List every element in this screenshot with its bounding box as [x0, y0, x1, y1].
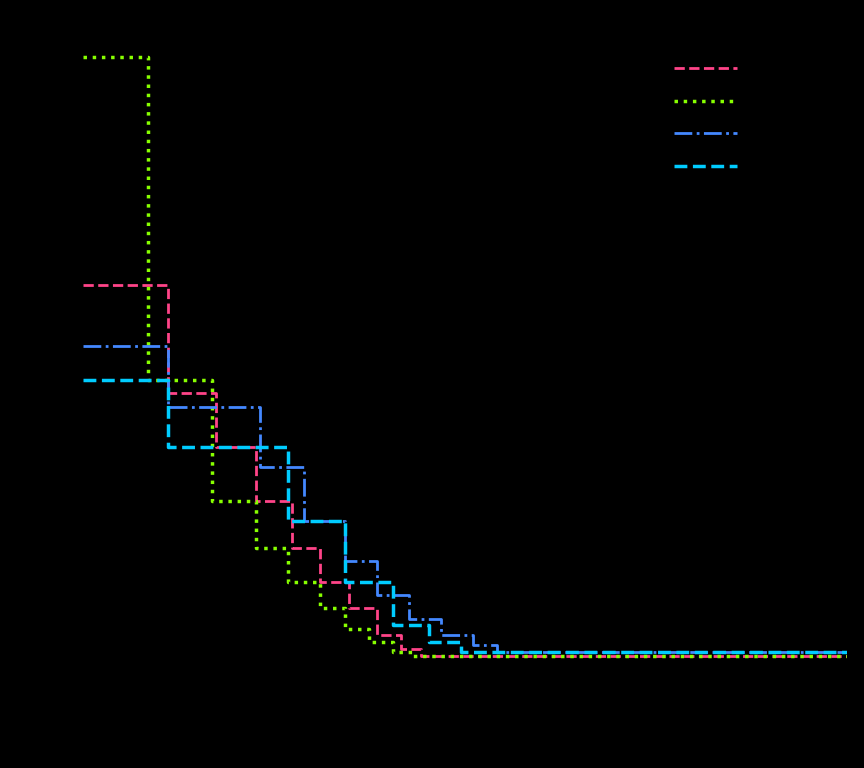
Legend: EFI, AL-EFI, AL-LCB, AL-PI: EFI, AL-EFI, AL-LCB, AL-PI — [666, 53, 822, 183]
